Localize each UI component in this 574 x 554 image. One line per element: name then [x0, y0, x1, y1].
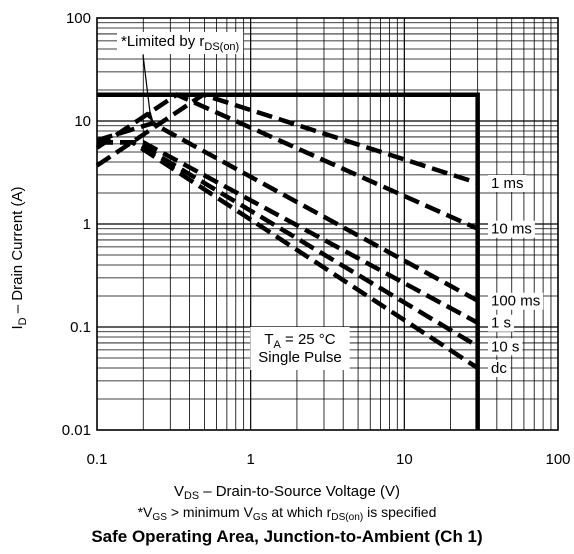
series-label-bg [488, 314, 515, 332]
x-tick-label: 100 [545, 451, 570, 468]
x-axis-label: VDS – Drain-to-Source Voltage (V) [174, 483, 400, 502]
series-line-1-ms [95, 92, 479, 186]
plot-border [96, 17, 559, 431]
x-tick-label: 1 [246, 451, 254, 468]
series-label-bg [488, 338, 523, 356]
series-label-1-ms: 1 ms [491, 175, 524, 192]
series-label-bg [488, 359, 511, 377]
y-tick-label: 0.01 [62, 422, 91, 439]
chart-title: Safe Operating Area, Junction-to-Ambient… [91, 527, 483, 546]
series-label-10-ms: 10 ms [491, 221, 532, 238]
series-line-100-ms [96, 120, 479, 303]
x-tick-label: 10 [396, 451, 413, 468]
y-tick-label: 100 [66, 10, 91, 27]
y-tick-label: 0.1 [70, 319, 91, 336]
temperature-label: TA = 25 °C [264, 331, 335, 351]
series-line-dc [97, 140, 479, 370]
series-lines [95, 92, 479, 370]
soa-envelope [97, 92, 480, 430]
y-tick-label: 10 [74, 113, 91, 130]
annotations: 1 ms 10 ms 100 ms 1 s 10 s dc *Limited by rDS(… [117, 32, 544, 377]
callout-bg [117, 32, 244, 54]
callout-arrow [142, 54, 152, 118]
series-label-10-s: 10 s [491, 338, 519, 355]
series-label-bg [488, 175, 527, 193]
envelope-line [97, 92, 480, 430]
callout-arrowhead [143, 111, 154, 123]
grid-lines [97, 18, 558, 430]
y-tick-label: 1 [83, 216, 91, 233]
series-label-100-ms: 100 ms [491, 293, 540, 310]
annotation-bg [250, 327, 350, 370]
footnote: *VGS > minimum VGS at which rDS(on) is s… [137, 504, 437, 523]
x-tick-label: 0.1 [87, 451, 108, 468]
series-label-bg [488, 220, 535, 238]
y-axis-label: ID – Drain Current (A) [9, 187, 29, 330]
series-label-dc: dc [491, 360, 507, 377]
plot-frame [96, 17, 559, 431]
series-label-bg [488, 292, 544, 310]
pulse-label: Single Pulse [258, 349, 341, 366]
series-label-1-s: 1 s [491, 315, 511, 332]
limited-callout: *Limited by rDS(on) [121, 33, 239, 53]
tick-labels: 0.1 1 10 100 0.01 0.1 1 10 100 [62, 10, 571, 468]
